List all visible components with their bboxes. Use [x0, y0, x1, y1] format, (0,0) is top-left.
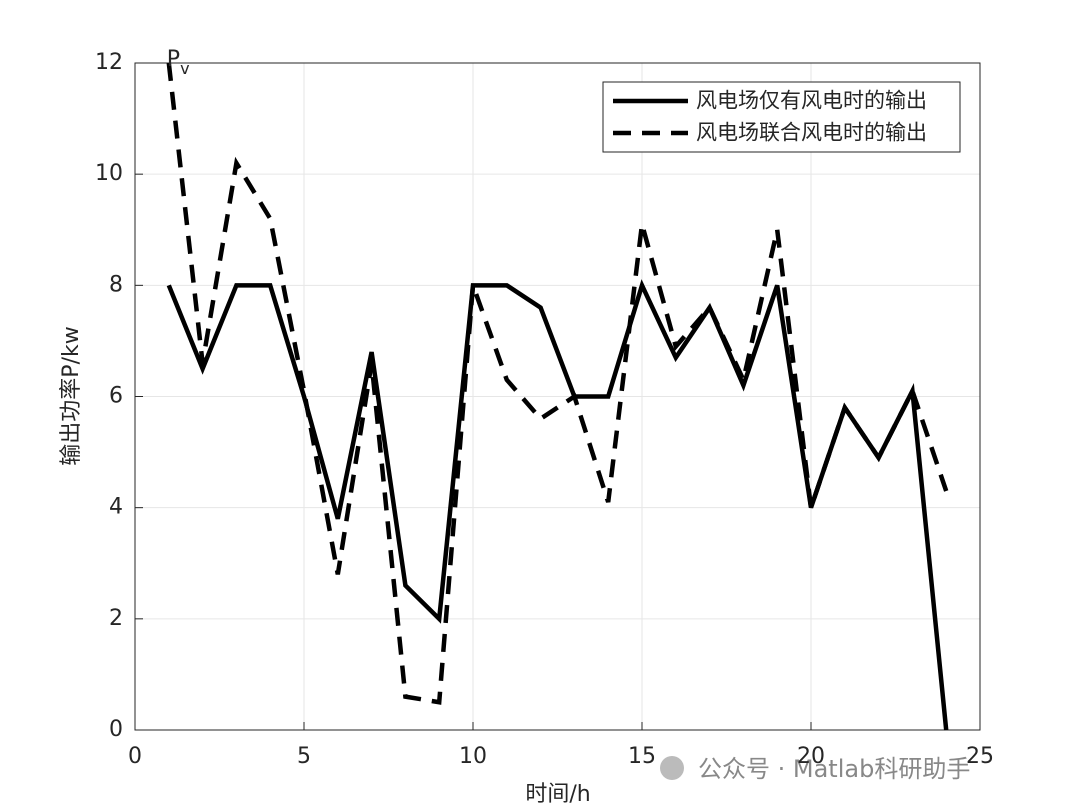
- x-tick-label: 10: [459, 744, 487, 769]
- legend-label: 风电场仅有风电时的输出: [696, 89, 927, 113]
- watermark: 公众号 · Matlab科研助手: [660, 755, 970, 783]
- watermark-icon: [660, 756, 684, 780]
- y-tick-label: 8: [109, 272, 123, 297]
- watermark-text: 公众号 · Matlab科研助手: [698, 755, 970, 783]
- annotation-text: P: [167, 47, 180, 72]
- x-tick-label: 25: [966, 744, 994, 769]
- y-axis-label: 输出功率P/kw: [59, 326, 84, 465]
- y-tick-label: 0: [109, 717, 123, 742]
- x-tick-label: 20: [797, 744, 825, 769]
- legend-label: 风电场联合风电时的输出: [696, 121, 927, 145]
- y-tick-label: 4: [109, 495, 123, 520]
- y-tick-label: 6: [109, 384, 123, 409]
- x-tick-label: 0: [128, 744, 142, 769]
- legend-box: [602, 81, 961, 153]
- y-tick-label: 10: [95, 161, 123, 186]
- x-tick-label: 5: [297, 744, 311, 769]
- annotation: Pv: [167, 47, 190, 78]
- y-tick-label: 2: [109, 606, 123, 631]
- y-tick-label: 12: [95, 50, 123, 75]
- annotation-subscript: v: [180, 59, 189, 78]
- x-axis-label: 时间/h: [525, 782, 590, 807]
- series-line: [166, 279, 949, 731]
- axes-box: [134, 62, 981, 731]
- x-tick-label: 15: [628, 744, 656, 769]
